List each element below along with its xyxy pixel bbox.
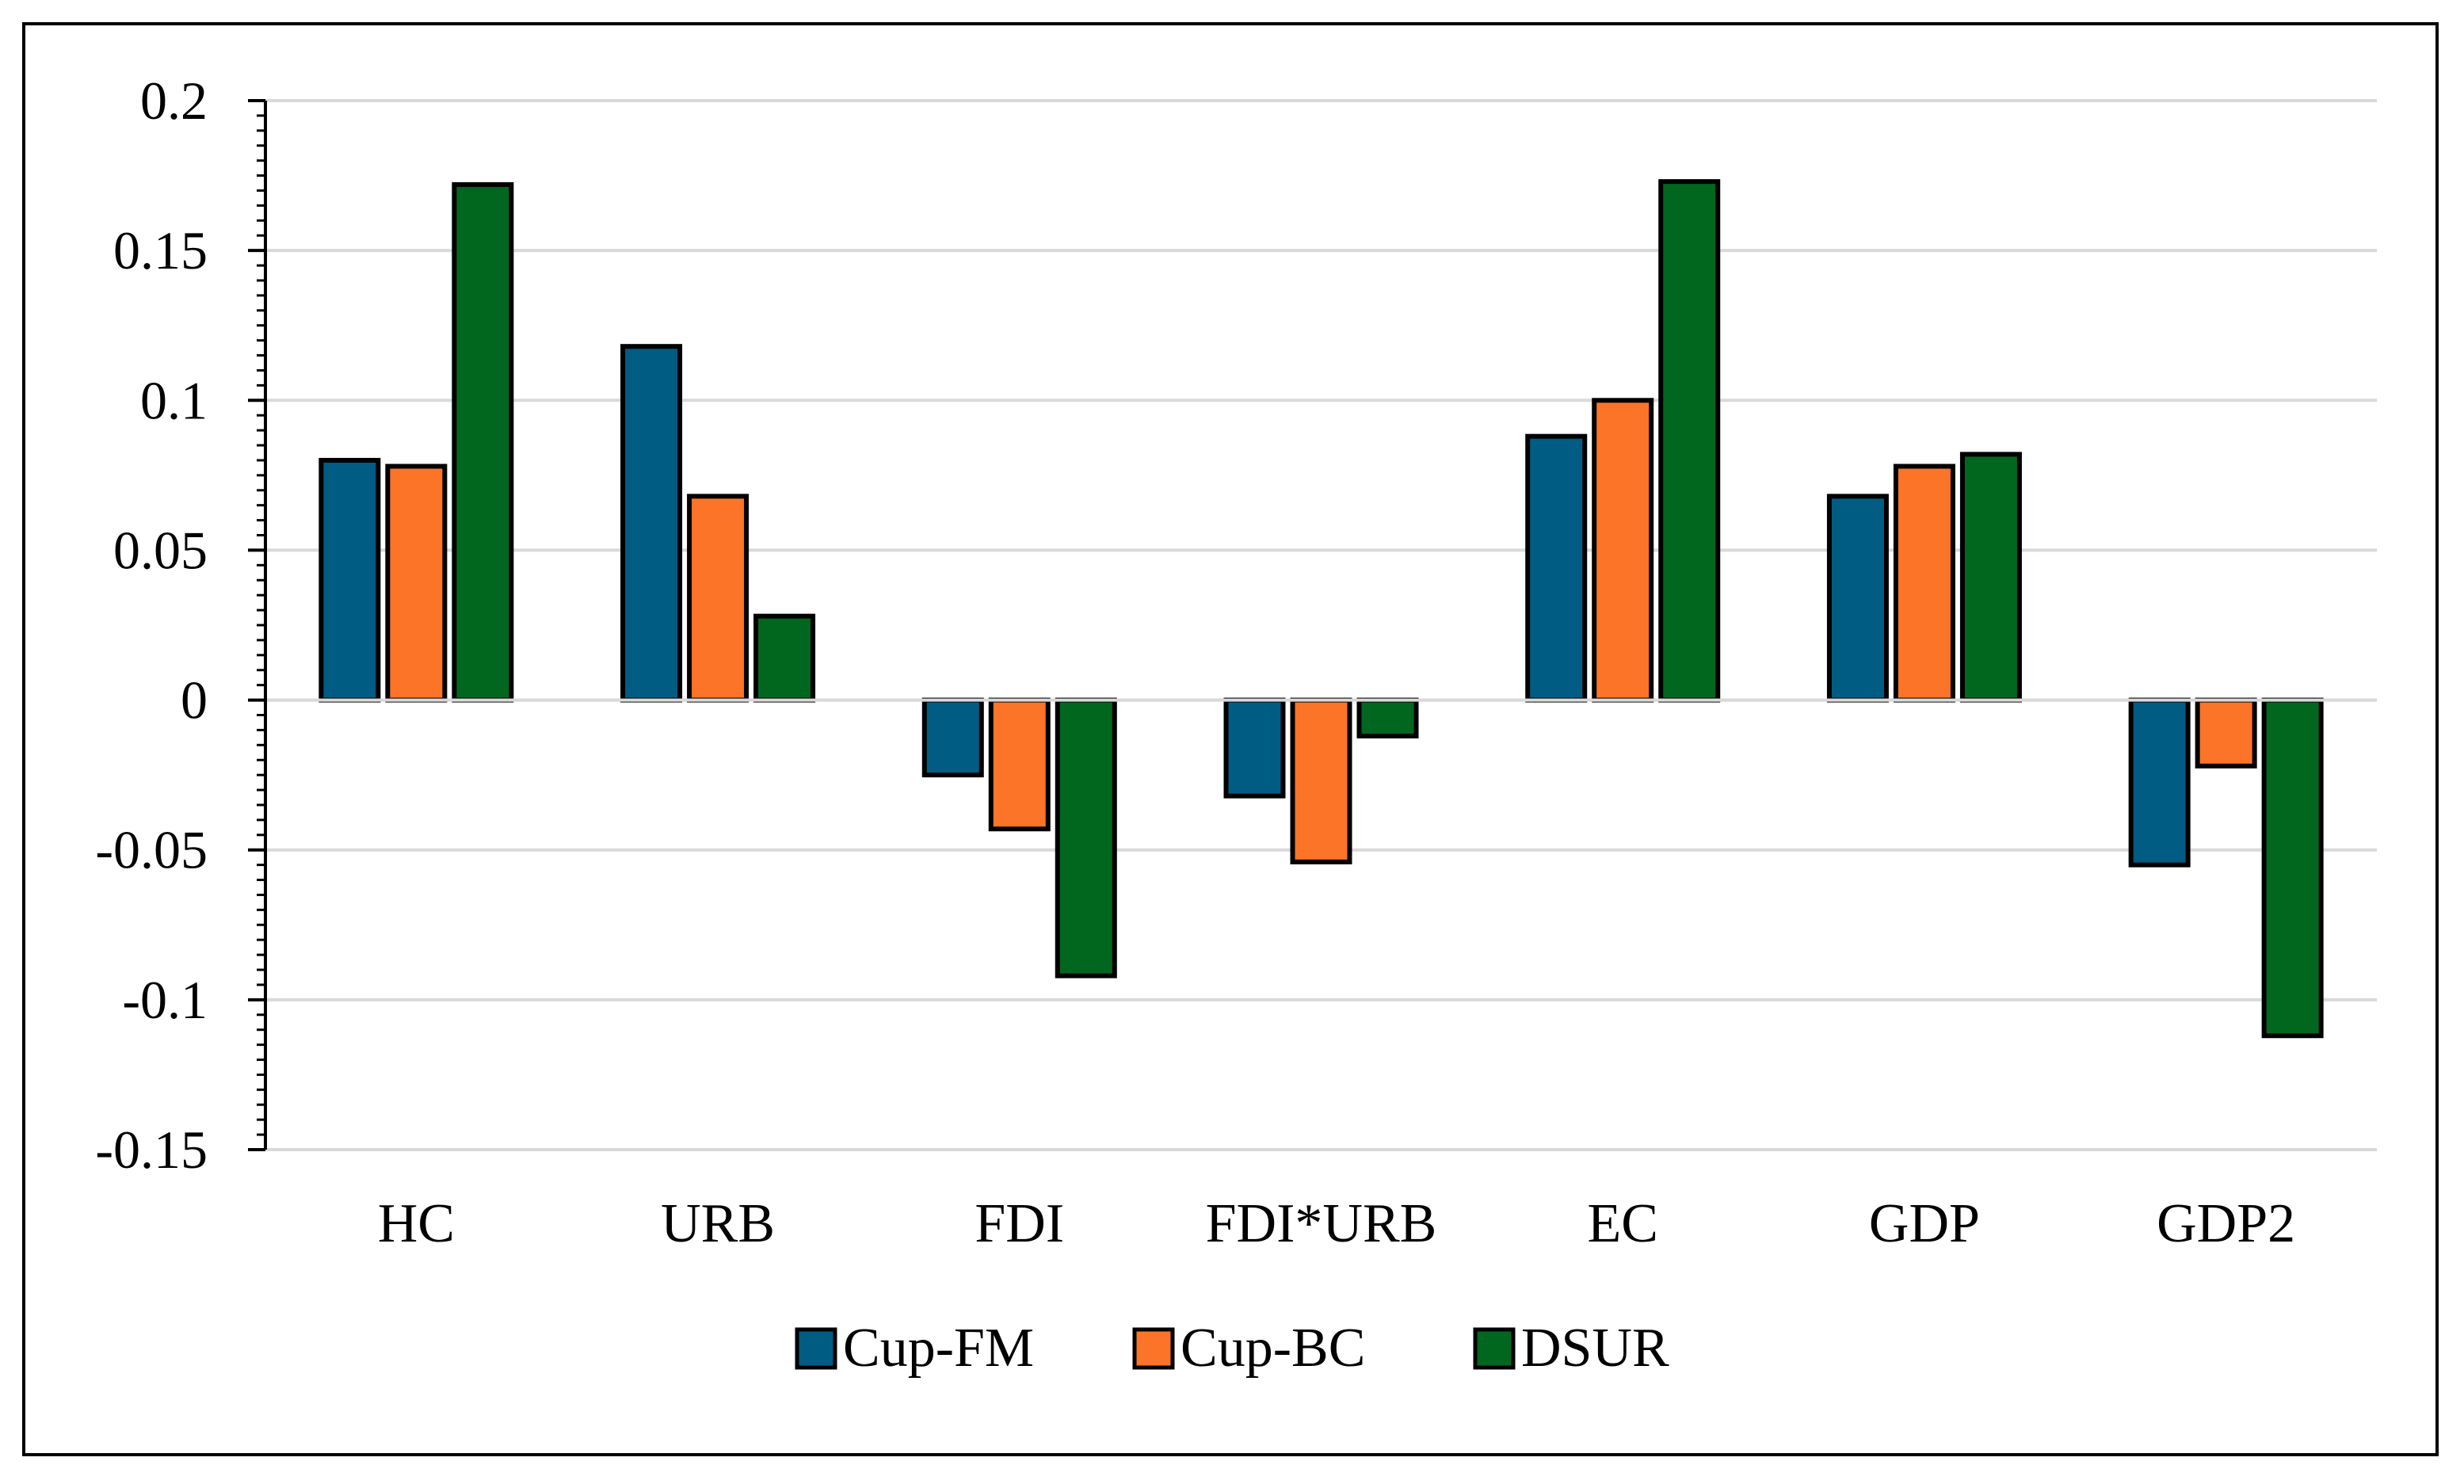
bar-dsur-gdp2 xyxy=(2261,697,2324,1039)
bar-cup-fm-urb xyxy=(620,344,683,703)
bar-cup-bc-fdi-urb xyxy=(1290,697,1352,864)
bar-dsur-ec xyxy=(1658,179,1721,703)
category-label: GDP2 xyxy=(2157,1193,2295,1254)
bar-dsur-hc xyxy=(452,181,514,703)
y-tick-label: 0 xyxy=(181,670,208,731)
legend-swatch xyxy=(1473,1327,1516,1370)
y-tick-label: -0.05 xyxy=(95,820,208,880)
y-axis xyxy=(248,99,267,1151)
category-label: EC xyxy=(1587,1193,1657,1254)
category-label: HC xyxy=(378,1193,455,1254)
bar-cup-bc-fdi xyxy=(988,697,1051,832)
y-tick-label: -0.1 xyxy=(122,970,208,1030)
gridlines xyxy=(265,99,2377,1151)
category-label: GDP xyxy=(1869,1193,1980,1254)
bar-cup-bc-hc xyxy=(385,464,448,703)
y-tick-labels: -0.15 -0.1 -0.05 0 0.05 0.1 0.15 0.2 xyxy=(95,71,208,1180)
y-tick-label: 0.05 xyxy=(113,520,208,580)
y-tick-label: 0.15 xyxy=(113,220,208,280)
y-tick-label: 0.1 xyxy=(140,370,208,430)
bar-cup-fm-hc xyxy=(318,457,381,703)
bar-cup-fm-gdp2 xyxy=(2128,697,2191,868)
legend-swatch xyxy=(1132,1327,1175,1370)
category-label: URB xyxy=(661,1193,775,1254)
bar-cup-fm-fdi xyxy=(921,697,984,778)
bar-dsur-fdi-urb xyxy=(1356,697,1419,738)
y-tick-label: 0.2 xyxy=(140,71,208,131)
bar-dsur-gdp xyxy=(1959,452,2022,703)
bars xyxy=(265,179,2377,1039)
category-label: FDI xyxy=(975,1193,1064,1254)
category-labels: HC URB FDI FDI*URB EC GDP GDP2 xyxy=(378,1193,2295,1254)
legend-swatch xyxy=(795,1327,837,1370)
bar-dsur-urb xyxy=(753,613,816,703)
bar-cup-fm-ec xyxy=(1525,433,1588,703)
bar-cup-fm-fdi-urb xyxy=(1223,697,1286,799)
bar-dsur-fdi xyxy=(1055,697,1117,979)
legend-label: Cup-FM xyxy=(843,1318,1034,1379)
bar-cup-bc-urb xyxy=(687,494,749,703)
bar-cup-bc-ec xyxy=(1592,398,1654,703)
bar-cup-bc-gdp xyxy=(1893,464,1955,703)
bar-cup-bc-gdp2 xyxy=(2195,697,2257,769)
legend: Cup-FM Cup-BC DSUR xyxy=(795,1318,1669,1379)
y-tick-label: -0.15 xyxy=(95,1120,208,1180)
legend-label: DSUR xyxy=(1521,1318,1669,1379)
category-label: FDI*URB xyxy=(1206,1193,1437,1254)
legend-label: Cup-BC xyxy=(1181,1318,1365,1379)
bar-cup-fm-gdp xyxy=(1826,494,1889,703)
